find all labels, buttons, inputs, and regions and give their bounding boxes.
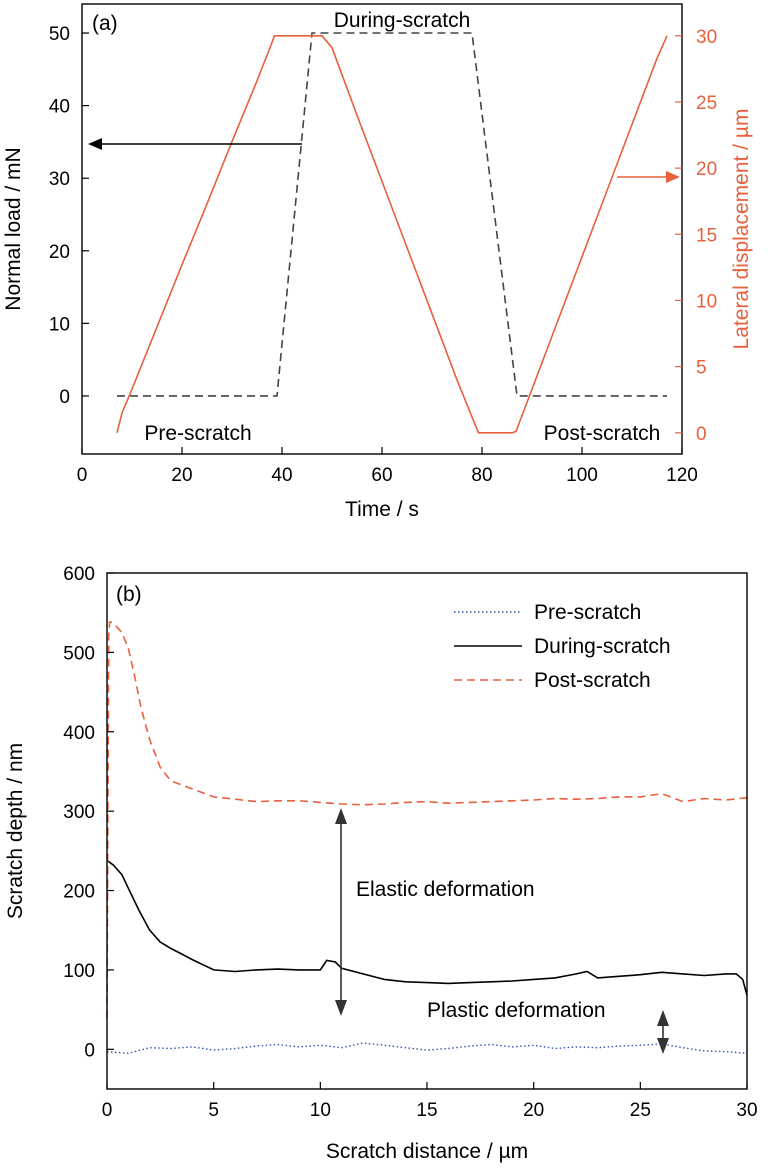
panel-a-x-axis-label: Time / s	[345, 498, 419, 521]
panel-b-y-axis-label: Scratch depth / nm	[4, 743, 27, 919]
y-tick-label: 20	[49, 242, 70, 263]
y2-tick-label: 10	[696, 291, 717, 312]
panel-a-y-ticks: 0 10 20 30 40 50	[49, 24, 89, 408]
y2-tick-label: 25	[696, 93, 717, 114]
panel-a-y-axis-label: Normal load / mN	[2, 147, 25, 310]
y-tick-label: 40	[49, 97, 70, 118]
panel-b-y-ticks: 0 100 200 300 400 500 600	[63, 564, 114, 1061]
series-line-normal-load	[117, 32, 667, 397]
panel-a: 0 20 40 60 80 100 120 0 10 20 30 40 50 0 5 10 15 20 25 30…	[2, 3, 753, 521]
y-tick-label: 0	[84, 1040, 95, 1061]
x-tick-label: 80	[471, 465, 492, 486]
legend-item-pre-scratch: Pre-scratch	[454, 601, 641, 624]
legend-label: Post-scratch	[534, 669, 651, 692]
y2-tick-label: 0	[696, 424, 707, 445]
y-tick-label: 200	[63, 882, 95, 903]
panel-b-lines	[106, 621, 748, 1055]
legend-item-post-scratch: Post-scratch	[454, 669, 651, 692]
legend-item-during-scratch: During-scratch	[454, 635, 671, 658]
y-tick-label: 600	[63, 564, 95, 585]
x-tick-label: 15	[416, 1100, 437, 1121]
x-tick-label: 20	[523, 1100, 544, 1121]
panel-a-y2-ticks: 0 5 10 15 20 25 30	[675, 27, 717, 445]
series-line-pre-scratch	[106, 1042, 748, 1055]
panel-a-lines	[116, 32, 668, 434]
arrow-left-axis-indicator	[88, 138, 302, 150]
x-tick-label: 0	[102, 1100, 113, 1121]
y2-tick-label: 15	[696, 225, 717, 246]
y2-tick-label: 20	[696, 159, 717, 180]
x-tick-label: 100	[566, 465, 598, 486]
elastic-deformation-arrow	[335, 808, 347, 1016]
plastic-deformation-arrow	[657, 1010, 669, 1054]
x-tick-label: 40	[271, 465, 292, 486]
series-line-during-scratch	[106, 859, 748, 996]
x-tick-label: 0	[77, 465, 88, 486]
x-tick-label: 25	[630, 1100, 651, 1121]
y-tick-label: 100	[63, 961, 95, 982]
legend-label: During-scratch	[534, 635, 671, 658]
annotation-elastic-deformation: Elastic deformation	[356, 878, 535, 901]
x-tick-label: 120	[666, 465, 698, 486]
series-line-lateral-displacement	[116, 34, 668, 434]
panel-b: 0 5 10 15 20 25 30 0 100 200 300 400 500 600 Scratch…	[4, 564, 758, 1163]
x-tick-label: 10	[310, 1100, 331, 1121]
annotation-plastic-deformation: Plastic deformation	[427, 999, 606, 1022]
x-tick-label: 30	[736, 1100, 757, 1121]
series-line-post-scratch	[106, 621, 748, 1018]
x-tick-label: 20	[171, 465, 192, 486]
panel-a-x-ticks: 0 20 40 60 80 100 120	[77, 447, 698, 486]
panel-b-x-ticks: 0 5 10 15 20 25 30	[102, 1082, 758, 1121]
y-tick-label: 500	[63, 643, 95, 664]
panel-b-label: (b)	[116, 583, 142, 606]
panel-a-y2-axis-label: Lateral displacement / µm	[730, 109, 753, 350]
y2-tick-label: 30	[696, 27, 717, 48]
y-tick-label: 300	[63, 802, 95, 823]
annotation-during-scratch: During-scratch	[334, 9, 471, 32]
y-tick-label: 10	[49, 314, 70, 335]
legend: Pre-scratch During-scratch Post-scratch	[454, 601, 671, 692]
panel-a-label: (a)	[92, 12, 118, 35]
annotation-pre-scratch: Pre-scratch	[144, 422, 251, 445]
legend-label: Pre-scratch	[534, 601, 641, 624]
y-tick-label: 400	[63, 723, 95, 744]
y-tick-label: 30	[49, 169, 70, 190]
y-tick-label: 50	[49, 24, 70, 45]
annotation-post-scratch: Post-scratch	[544, 422, 661, 445]
y2-tick-label: 5	[696, 358, 707, 379]
panel-b-x-axis-label: Scratch distance / µm	[326, 1140, 528, 1163]
x-tick-label: 5	[208, 1100, 219, 1121]
x-tick-label: 60	[371, 465, 392, 486]
arrow-right-axis-indicator	[617, 171, 680, 183]
y-tick-label: 0	[59, 387, 70, 408]
